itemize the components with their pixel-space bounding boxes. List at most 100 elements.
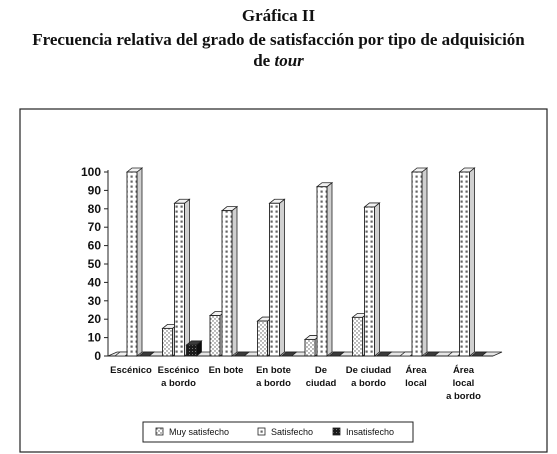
bar-satisfecho-escenico-a-bordo [173, 198, 191, 357]
bar-satisfecho-en-bote [220, 205, 239, 357]
legend: Muy satisfecho Satisfecho Insatisfecho [142, 421, 414, 443]
category-labels: Escénico Escénico a bordo En bote En bote a b… [110, 365, 481, 402]
category-label-escenico: Escénico [110, 365, 152, 376]
category-label-line: De [315, 365, 327, 376]
bar-front-face [459, 171, 470, 357]
bar-satisfecho-de-ciudad-a-bordo [363, 202, 381, 357]
y-tick-label: 80 [88, 202, 102, 216]
bar-top-face [137, 351, 156, 357]
plot-area: 0 10 20 30 40 50 60 70 80 90 100 Escénico Escénico a… [81, 165, 503, 402]
figure-title-line2: de tour [253, 51, 304, 70]
y-tick-label: 60 [88, 239, 102, 253]
category-label-line: local [453, 378, 475, 389]
y-tick-label: 50 [88, 257, 102, 271]
bar-side-face [279, 198, 285, 357]
category-label-line: En bote [256, 365, 291, 376]
bar-top-face [280, 351, 298, 357]
bar-side-face [184, 198, 190, 357]
legend-swatch-insatisfecho [332, 427, 341, 436]
category-label-escenico-a-bordo: Escénico a bordo [158, 365, 200, 389]
bar-insatisfecho-en-bote-a-bordo [280, 351, 298, 357]
category-label-line: Escénico [110, 365, 152, 376]
bar-top-face [422, 351, 441, 357]
y-tick-label: 20 [88, 312, 102, 326]
bar-side-face [231, 205, 238, 357]
legend-label-insatisfecho: Insatisfecho [346, 427, 394, 437]
bar-side-face [469, 167, 475, 357]
bar-side-face [326, 181, 333, 357]
y-tick-label: 10 [88, 331, 102, 345]
bar-insatisfecho-de-ciudad [327, 351, 346, 357]
bar-front-face [352, 316, 363, 357]
bar-insatisfecho-escenico-a-bordo [185, 340, 203, 357]
bar-insatisfecho-en-bote [232, 351, 251, 357]
y-tick-label: 40 [88, 275, 102, 289]
category-label-en-bote-a-bordo: En bote a bordo [256, 365, 291, 389]
bar-top-face [232, 351, 251, 357]
bar-insatisfecho-area-local-a-bordo [470, 351, 488, 357]
bar-front-face [209, 315, 221, 357]
figure-title-prefix: de [253, 51, 274, 70]
bar-side-face [374, 202, 380, 357]
bar-insatisfecho-de-ciudad-a-bordo [375, 351, 393, 357]
legend-item-muy-satisfecho: Muy satisfecho [155, 427, 229, 437]
legend-label-muy-satisfecho: Muy satisfecho [169, 427, 229, 437]
bar-side-face [136, 167, 143, 357]
bar-top-face [375, 351, 393, 357]
figure-title-italic: tour [274, 51, 304, 70]
bar-front-face [304, 338, 316, 357]
category-label-line: local [405, 378, 427, 389]
bar-front-face [411, 171, 423, 357]
y-tick-label: 70 [88, 220, 102, 234]
legend-item-satisfecho: Satisfecho [257, 427, 313, 437]
category-label-line: a bordo [256, 378, 291, 389]
bar-front-face [162, 327, 173, 357]
category-label-line: Área [405, 365, 427, 376]
bar-front-face [316, 186, 328, 357]
bar-front-face [174, 202, 185, 357]
bar-satisfecho-de-ciudad [315, 181, 334, 357]
category-label-de-ciudad: De ciudad [306, 365, 337, 389]
bar-top-face [470, 351, 488, 357]
bar-marks [113, 167, 488, 357]
legend-item-insatisfecho: Insatisfecho [332, 427, 394, 437]
category-label-line: Área [453, 365, 475, 376]
legend-swatch-satisfecho [257, 427, 266, 436]
category-label-area-local: Área local [405, 365, 427, 389]
bar-front-face [269, 202, 280, 357]
legend-swatch-muy-satisfecho [155, 427, 164, 436]
category-label-line: a bordo [161, 378, 196, 389]
bar-front-face [186, 344, 197, 357]
figure-title-line1: Frecuencia relativa del grado de satisfa… [32, 30, 525, 49]
y-tick-label: 90 [88, 183, 102, 197]
bar-satisfecho-area-local-a-bordo [458, 167, 476, 357]
legend-box [142, 421, 414, 443]
y-tick-label: 100 [81, 165, 101, 179]
category-label-line: a bordo [351, 378, 386, 389]
bar-satisfecho-escenico [125, 167, 144, 357]
bar-satisfecho-en-bote-a-bordo [268, 198, 286, 357]
category-label-line: De ciudad [346, 365, 392, 376]
bar-front-face [364, 206, 375, 357]
category-label-line: ciudad [306, 378, 337, 389]
figure-heading: Gráfica II [242, 6, 316, 25]
y-tick-label: 0 [94, 349, 101, 363]
bar-front-face [257, 320, 268, 357]
category-label-line: Escénico [158, 365, 200, 376]
category-label-line: a bordo [446, 391, 481, 402]
y-axis-ticks: 0 10 20 30 40 50 60 70 80 90 100 [81, 165, 108, 363]
bar-front-face [126, 171, 138, 357]
category-label-area-local-a-bordo: Área local a bordo [446, 365, 481, 402]
legend-label-satisfecho: Satisfecho [271, 427, 313, 437]
category-label-line: En bote [209, 365, 244, 376]
category-label-en-bote: En bote [209, 365, 244, 376]
bar-insatisfecho-escenico [137, 351, 156, 357]
bar-front-face [221, 210, 233, 357]
y-tick-label: 30 [88, 294, 102, 308]
bar-side-face [421, 167, 428, 357]
bar-satisfecho-area-local [410, 167, 429, 357]
bar-top-face [327, 351, 346, 357]
category-label-de-ciudad-a-bordo: De ciudad a bordo [346, 365, 392, 389]
bar-insatisfecho-area-local [422, 351, 441, 357]
